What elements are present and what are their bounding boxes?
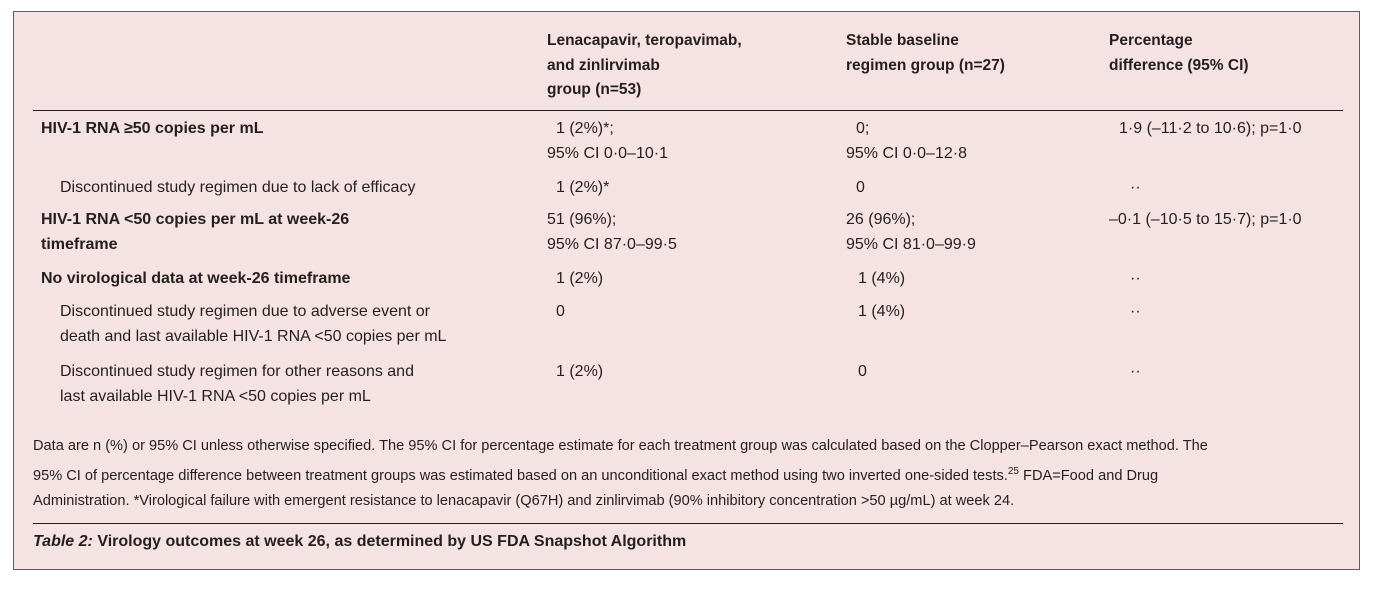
cell-line: 95% CI 0·0–10·1 xyxy=(547,145,668,162)
row-cell-col3: ·· xyxy=(1130,266,1141,291)
row-cell-col3: 1·9 (–11·2 to 10·6); p=1·0 xyxy=(1119,116,1301,141)
row-cell-col3: ·· xyxy=(1130,175,1141,200)
header-col1-line3: group (n=53) xyxy=(547,81,642,98)
cell-line: ·· xyxy=(1130,179,1141,196)
row-cell-col1: 1 (2%) xyxy=(556,266,603,291)
cell-line: 0 xyxy=(856,179,865,196)
caption-text: Virology outcomes at week 26, as determi… xyxy=(92,533,687,550)
row-cell-col3: ·· xyxy=(1130,299,1141,324)
caption-rule xyxy=(33,523,1343,524)
row-label: HIV-1 RNA ≥50 copies per mL xyxy=(41,116,263,141)
footnote-text: FDA=Food and Drug xyxy=(1019,467,1159,484)
row-label-line: Discontinued study regimen due to advers… xyxy=(60,303,430,320)
cell-line: 95% CI 87·0–99·5 xyxy=(547,236,677,253)
table-panel: Lenacapavir, teropavimab, and zinlirvima… xyxy=(13,11,1360,570)
header-rule xyxy=(33,110,1343,111)
footnote-line: 95% CI of percentage difference between … xyxy=(33,459,1353,489)
row-label-line: HIV-1 RNA <50 copies per mL at week-26 xyxy=(41,211,350,228)
header-col3-line2: difference (95% CI) xyxy=(1109,56,1249,74)
row-label-line: timeframe xyxy=(41,236,118,253)
row-label-line: last available HIV-1 RNA <50 copies per … xyxy=(60,388,371,405)
cell-line: 0; xyxy=(856,120,870,137)
cell-line: 51 (96%); xyxy=(547,211,617,228)
row-label-line: Discontinued study regimen due to lack o… xyxy=(60,179,416,196)
row-label: Discontinued study regimen due to advers… xyxy=(60,299,446,349)
header-col2: Stable baseline regimen group (n=27) xyxy=(846,29,1005,78)
header-col3: Percentage difference (95% CI) xyxy=(1109,29,1249,78)
row-label-line: No virological data at week-26 timeframe xyxy=(41,270,351,287)
cell-line: 1·9 (–11·2 to 10·6); p=1·0 xyxy=(1119,120,1302,137)
cell-line: ·· xyxy=(1130,303,1141,320)
caption-label: Table 2: xyxy=(33,533,93,550)
cell-line: 0 xyxy=(858,363,867,380)
cell-line: 26 (96%); xyxy=(846,211,916,228)
cell-line: 1 (2%) xyxy=(556,270,604,287)
row-label: No virological data at week-26 timeframe xyxy=(41,266,350,291)
footnote-line: Administration. *Virological failure wit… xyxy=(33,492,1015,509)
footnote-line: Data are n (%) or 95% CI unless otherwis… xyxy=(33,438,1208,454)
row-label: Discontinued study regimen due to lack o… xyxy=(60,175,415,200)
row-cell-col2: 1 (4%) xyxy=(858,266,905,291)
cell-line: 1 (4%) xyxy=(858,270,906,287)
row-cell-col1: 51 (96%); 95% CI 87·0–99·5 xyxy=(547,207,677,257)
header-col3-line1: Percentage xyxy=(1109,32,1193,49)
cell-line: ·· xyxy=(1130,363,1141,380)
row-cell-col1: 1 (2%) xyxy=(556,359,603,384)
cell-line: 1 (4%) xyxy=(858,303,906,320)
row-cell-col2: 0 xyxy=(856,175,865,200)
row-cell-col3: ·· xyxy=(1130,359,1141,384)
header-col1-line2: and zinlirvimab xyxy=(547,56,660,74)
row-cell-col2: 1 (4%) xyxy=(858,299,905,324)
cell-line: 95% CI 0·0–12·8 xyxy=(846,145,967,162)
row-cell-col2: 26 (96%); 95% CI 81·0–99·9 xyxy=(846,207,976,257)
footnote-text: 95% CI of percentage difference between … xyxy=(33,467,1008,484)
header-col1-line1: Lenacapavir, teropavimab, xyxy=(547,32,742,49)
row-cell-col1: 1 (2%)* xyxy=(556,175,609,200)
row-cell-col2: 0 xyxy=(858,359,867,384)
cell-line: 1 (2%) xyxy=(556,363,604,380)
table-caption: Table 2: Virology outcomes at week 26, a… xyxy=(33,533,686,551)
row-label-line: HIV-1 RNA ≥50 copies per mL xyxy=(41,120,264,137)
cell-line: 0 xyxy=(556,303,565,320)
cell-line: 95% CI 81·0–99·9 xyxy=(846,236,976,253)
row-cell-col3: –0·1 (–10·5 to 15·7); p=1·0 xyxy=(1109,207,1302,232)
row-cell-col1: 0 xyxy=(556,299,565,324)
row-cell-col1: 1 (2%)*; 95% CI 0·0–10·1 xyxy=(547,116,668,166)
row-label-line: Discontinued study regimen for other rea… xyxy=(60,363,414,380)
cell-line: –0·1 (–10·5 to 15·7); p=1·0 xyxy=(1109,211,1302,228)
footnote-reference: 25 xyxy=(1007,466,1019,477)
row-label: Discontinued study regimen for other rea… xyxy=(60,359,414,409)
row-cell-col2: 0; 95% CI 0·0–12·8 xyxy=(846,116,967,166)
header-col1: Lenacapavir, teropavimab, and zinlirvima… xyxy=(547,29,742,103)
row-label-line: death and last available HIV-1 RNA <50 c… xyxy=(60,328,447,345)
header-col2-line1: Stable baseline xyxy=(846,32,959,49)
cell-line: 1 (2%)* xyxy=(556,179,610,196)
footnote: Data are n (%) or 95% CI unless otherwis… xyxy=(33,434,1353,514)
header-col2-line2: regimen group (n=27) xyxy=(846,56,1005,74)
row-label: HIV-1 RNA <50 copies per mL at week-26 t… xyxy=(41,207,349,257)
cell-line: 1 (2%)*; xyxy=(556,120,614,137)
cell-line: ·· xyxy=(1130,270,1141,287)
